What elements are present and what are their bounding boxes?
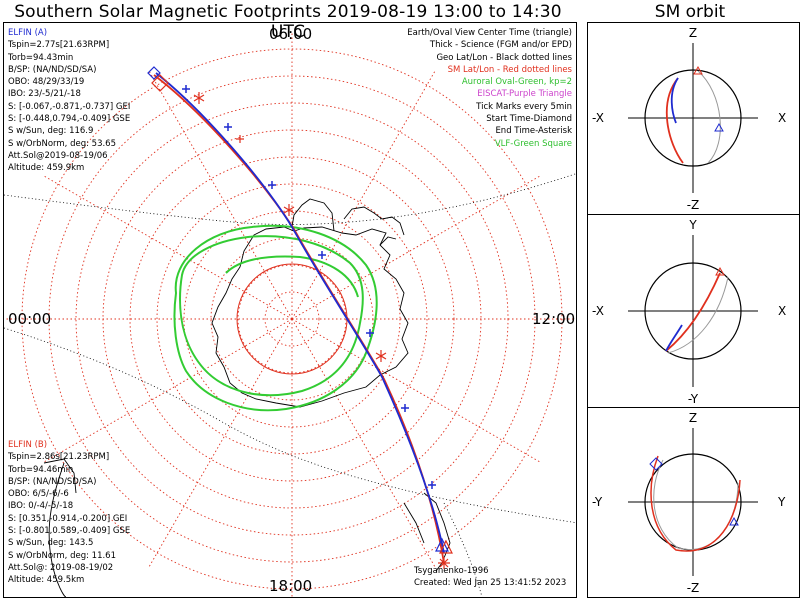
elfin-a-line: S: [-0.448,0.794,-0.409] GSE bbox=[8, 114, 131, 125]
tick-marks-b bbox=[193, 92, 387, 362]
sm-xz-right: X bbox=[778, 111, 786, 125]
credits: Tsyganenko-1996 Created: Wed Jan 25 13:4… bbox=[414, 565, 566, 590]
legend-item: Earth/Oval View Center Time (triangle) bbox=[407, 28, 572, 38]
hour-label-left: 00:00 bbox=[8, 310, 51, 328]
view-center-triangle-b bbox=[439, 539, 453, 554]
elfin-b-line: S: [0.351,-0.914,-0.200] GEI bbox=[8, 513, 128, 524]
elfin-b-line: S w/OrbNorm, deg: 11.61 bbox=[8, 550, 117, 561]
credits-author: Tsyganenko-1996 bbox=[414, 566, 489, 576]
sm-yz-bottom: -Z bbox=[687, 581, 700, 595]
elfin-a-title: ELFIN (A) bbox=[8, 28, 48, 38]
elfin-a-track bbox=[155, 72, 445, 554]
sm-plot-xz: Z -Z -X X bbox=[592, 26, 786, 212]
legend-item: Tick Marks every 5min bbox=[476, 101, 572, 112]
hour-label-top: 06:00 bbox=[269, 25, 312, 43]
tick-marks-a bbox=[182, 85, 436, 489]
sm-xz-bottom: -Z bbox=[687, 198, 700, 212]
elfin-a-line: S w/OrbNorm, deg: 53.65 bbox=[8, 138, 117, 149]
sm-orbit-title: SM orbit bbox=[654, 2, 726, 22]
legend-item: EISCAT-Purple Triangle bbox=[477, 89, 572, 100]
page-title: Southern Solar Magnetic Footprints 2019-… bbox=[14, 2, 562, 42]
elfin-b-line: OBO: 6/5/-6/-6 bbox=[8, 489, 69, 500]
hour-label-right: 12:00 bbox=[532, 310, 575, 328]
legend-item: VLF-Green Square bbox=[494, 138, 572, 149]
elfin-b-line: Tspin=2.86s[21.23RPM] bbox=[8, 452, 110, 463]
sm-yz-top: Z bbox=[689, 411, 697, 425]
geo-grid bbox=[4, 173, 576, 597]
polar-plot: 06:00 00:00 12:00 18:00 bbox=[4, 25, 576, 597]
elfin-b-line: Altitude: 459.5km bbox=[8, 575, 85, 586]
start-diamond-a bbox=[147, 66, 161, 80]
sm-xz-top: Z bbox=[689, 26, 697, 40]
elfin-a-line: Altitude: 459.9km bbox=[8, 163, 85, 174]
elfin-a-line: OBO: 48/29/33/19 bbox=[8, 77, 85, 88]
elfin-b-line: Att.Sol@: 2019-08-19/02 bbox=[8, 562, 114, 573]
coastlines bbox=[43, 198, 451, 597]
elfin-a-line: B/SP: (NA/ND/SD/SA) bbox=[8, 64, 97, 75]
elfin-a-info: ELFIN (A) Tspin=2.77s[21.63RPM] Torb=94.… bbox=[8, 27, 130, 175]
elfin-a-line: S: [-0.067,-0.871,-0.737] GEI bbox=[8, 101, 131, 112]
sm-plot-xy: Y -Y -X X bbox=[592, 218, 786, 406]
sm-xy-top: Y bbox=[688, 218, 697, 232]
sm-xy-left: -X bbox=[592, 304, 604, 318]
elfin-b-line: B/SP: (NA/ND/SD/SA) bbox=[8, 476, 97, 487]
sm-plot-yz: Z -Z -Y Y bbox=[592, 411, 786, 595]
elfin-a-line: Att.Sol@2019-08-19/06 bbox=[8, 150, 108, 161]
sm-panel-xy: Y -Y -X X bbox=[587, 214, 800, 408]
legend-item: Geo Lat/Lon - Black dotted lines bbox=[436, 52, 572, 63]
sm-panel-xz: Z -Z -X X bbox=[587, 22, 800, 215]
sm-xy-bottom: -Y bbox=[688, 392, 699, 406]
elfin-b-info: ELFIN (B) Tspin=2.86s[21.23RPM] Torb=94.… bbox=[8, 439, 130, 587]
legend-item: Auroral Oval-Green, kp=2 bbox=[461, 77, 572, 88]
polar-plot-panel: 06:00 00:00 12:00 18:00 ELFIN (A) Tspin=… bbox=[3, 22, 577, 598]
elfin-b-line: Torb=94.46min bbox=[8, 464, 74, 475]
credits-created: Created: Wed Jan 25 13:41:52 2023 bbox=[414, 578, 567, 589]
sm-yz-right: Y bbox=[777, 495, 786, 509]
legend-item: SM Lat/Lon - Red dotted lines bbox=[447, 64, 572, 75]
legend-item: Thick - Science (FGM and/or EPD) bbox=[429, 40, 572, 51]
elfin-a-line: Tspin=2.77s[21.63RPM] bbox=[8, 40, 110, 51]
elfin-b-title: ELFIN (B) bbox=[8, 440, 48, 450]
start-diamond-b bbox=[151, 74, 169, 92]
legend-item: End Time-Asterisk bbox=[495, 126, 572, 137]
auroral-oval bbox=[173, 224, 378, 412]
elfin-b-line: S w/Sun, deg: 143.5 bbox=[8, 538, 94, 549]
sm-xy-right: X bbox=[778, 304, 786, 318]
elfin-b-line: S: [-0.801,0.589,-0.409] GSE bbox=[8, 526, 131, 537]
sm-xz-left: -X bbox=[592, 111, 604, 125]
elfin-a-line: IBO: 23/-5/21/-18 bbox=[8, 89, 81, 100]
elfin-a-line: Torb=94.43min bbox=[8, 52, 74, 63]
legend: Earth/Oval View Center Time (triangle) T… bbox=[407, 27, 572, 150]
hour-label-bottom: 18:00 bbox=[269, 577, 312, 595]
elfin-a-line: S w/Sun, deg: 116.9 bbox=[8, 126, 94, 137]
sm-panel-yz: Z -Z -Y Y bbox=[587, 407, 800, 598]
elfin-b-line: IBO: 0/-4/-5/-18 bbox=[8, 501, 74, 512]
end-asterisk-b bbox=[438, 557, 450, 569]
legend-item: Start Time-Diamond bbox=[486, 114, 572, 125]
view-center-triangle-a bbox=[435, 537, 449, 552]
sm-yz-left: -Y bbox=[592, 495, 603, 509]
